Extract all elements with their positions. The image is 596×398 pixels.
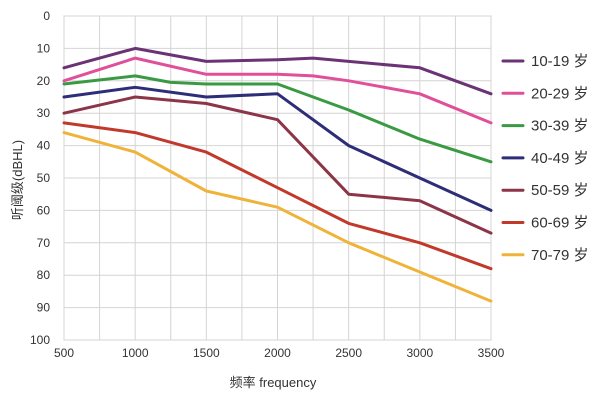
x-tick-label: 2500 <box>335 346 362 360</box>
x-axis-title: 频率 frequency <box>230 375 317 390</box>
series-lines <box>62 46 493 303</box>
series-line-4 <box>62 85 493 212</box>
y-tick-label: 20 <box>37 74 51 88</box>
series-line-5 <box>62 95 493 235</box>
x-tick-label: 500 <box>54 346 74 360</box>
legend: 10-19 岁 20-29 岁 30-39 岁 40-49 岁 50-59 岁 60-69… <box>501 53 589 264</box>
legend-label: 60-69 岁 <box>531 215 589 232</box>
y-tick-label: 70 <box>37 236 51 250</box>
y-tick-label: 0 <box>43 9 50 23</box>
x-tick-label: 3000 <box>406 346 433 360</box>
legend-label: 70-79 岁 <box>531 247 589 264</box>
y-tick-label: 30 <box>37 106 51 120</box>
y-axis-title: 听阈级(dBHL) <box>10 140 25 220</box>
legend-label: 10-19 岁 <box>531 53 589 70</box>
y-tick-label: 50 <box>37 171 51 185</box>
series-line-7 <box>62 131 493 303</box>
legend-label: 20-29 岁 <box>531 85 589 102</box>
y-tick-label: 10 <box>37 41 51 55</box>
series-line-1 <box>62 46 493 96</box>
y-tick-label: 100 <box>30 333 50 347</box>
series-line-2 <box>62 56 493 125</box>
x-tick-label: 2000 <box>264 346 291 360</box>
legend-label: 30-39 岁 <box>531 118 589 135</box>
legend-label: 40-49 岁 <box>531 150 589 167</box>
x-tick-label: 3500 <box>478 346 505 360</box>
y-tick-label: 40 <box>37 139 51 153</box>
grid <box>63 15 492 341</box>
y-tick-label: 90 <box>37 301 51 315</box>
x-tick-label: 1500 <box>193 346 220 360</box>
series-line-6 <box>62 121 493 271</box>
series-line-3 <box>62 74 493 164</box>
y-tick-label: 60 <box>37 203 51 217</box>
legend-label: 50-59 岁 <box>531 182 589 199</box>
x-tick-label: 1000 <box>122 346 149 360</box>
axes: 0 10 20 30 40 50 60 70 80 90 100 500 1000 1500 2000 250… <box>30 9 505 360</box>
y-tick-label: 80 <box>37 268 51 282</box>
